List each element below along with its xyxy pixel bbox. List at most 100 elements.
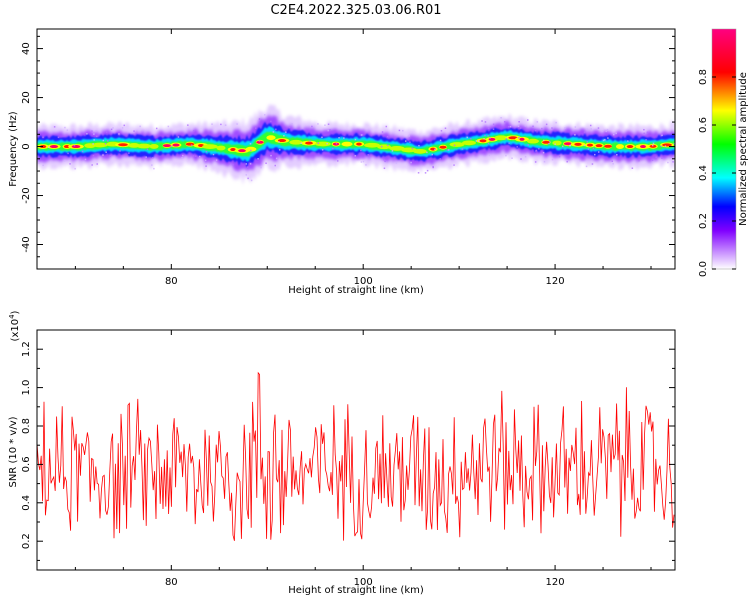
spectrogram-speckle (74, 167, 76, 170)
spectrogram-speckle (594, 153, 596, 156)
spectrogram-speckle (102, 154, 104, 156)
spectrogram-peak-29 (356, 142, 362, 146)
spectrogram-speckle (418, 144, 420, 147)
spectrogram-speckle (66, 129, 69, 131)
spectrogram-speckle (105, 151, 107, 153)
spectrogram-speckle (554, 143, 556, 145)
spectrogram-speckle (118, 133, 120, 135)
spectrogram-peak-21 (256, 140, 264, 144)
spectrogram-x-tick-label: 100 (354, 276, 373, 287)
spectrogram-y-ticks: -40 -20 0 20 40 (21, 35, 675, 270)
spectrogram-speckle (387, 144, 389, 147)
spectrogram-speckle (317, 142, 320, 144)
spectrogram-speckle (254, 127, 257, 129)
spectrogram-speckle (199, 155, 201, 158)
spectrogram-speckle (667, 161, 669, 164)
spectrogram-speckle (285, 131, 287, 133)
spectrogram-speckle (354, 138, 357, 141)
spectrogram-speckle (220, 123, 222, 126)
spectrogram-peak-53 (626, 145, 634, 149)
spectrogram-speckle (167, 125, 170, 128)
colorbar: 0.0 0.2 0.4 0.6 0.8 Normalized spectral ampl… (698, 28, 749, 277)
spectrogram-speckle (664, 145, 667, 147)
snr-y-axis-label: SNR (10 * v/v) (8, 416, 19, 487)
snr-y-tick-label: 0.2 (21, 533, 32, 549)
spectrogram-speckle (604, 139, 606, 141)
spectrogram-x-tick-label: 120 (546, 276, 565, 287)
spectrogram-peak-56 (662, 143, 672, 147)
spectrogram-peak-49 (587, 143, 593, 147)
spectrogram-speckle (402, 129, 404, 132)
spectrogram-panel: 80 100 120 -40 -20 0 20 40 Height of straight … (8, 28, 676, 296)
snr-y-tick-label: 0.4 (21, 495, 32, 511)
snr-line-path (37, 371, 675, 541)
spectrogram-speckle (258, 118, 261, 120)
spectrogram-speckle (151, 164, 153, 166)
spectrogram-speckle (86, 133, 88, 135)
spectrogram-speckle (661, 157, 663, 159)
spectrogram-speckle (384, 160, 386, 163)
spectrogram-speckle (110, 128, 113, 131)
spectrogram-speckle (53, 126, 56, 128)
snr-panel: 80 100 120 0.2 0.4 0.6 0.8 1.0 1.2 Height of st… (8, 310, 676, 596)
spectrogram-speckle (324, 124, 326, 126)
spectrogram-speckle (439, 158, 441, 160)
spectrogram-speckle (549, 140, 551, 143)
spectrogram-speckle (270, 154, 272, 157)
spectrogram-speckle (336, 160, 339, 162)
spectrogram-speckle (67, 152, 69, 155)
spectrogram-speckle (605, 130, 607, 133)
spectrogram-speckle (432, 166, 434, 169)
colorbar-tick-label: 0.6 (698, 117, 709, 133)
spectrogram-peak-23 (277, 139, 287, 143)
spectrogram-speckle (534, 129, 537, 132)
spectrogram-speckle (69, 163, 71, 165)
spectrogram-hotspot-19 (245, 146, 257, 152)
spectrogram-speckle (146, 148, 149, 151)
spectrogram-speckle (247, 166, 249, 168)
spectrogram-speckle (527, 119, 529, 121)
spectrogram-speckle (383, 158, 385, 161)
snr-frame (36, 329, 676, 571)
spectrogram-hotspot-40 (494, 135, 508, 141)
spectrogram-speckle (483, 138, 485, 140)
spectrogram-speckle (564, 127, 566, 129)
spectrogram-speckle (583, 131, 586, 133)
spectrogram-speckle (360, 134, 363, 136)
spectrogram-speckle (181, 156, 183, 159)
spectrogram-speckle (551, 127, 553, 129)
spectrogram-speckle (365, 164, 367, 166)
spectrogram-peak-25 (305, 141, 313, 145)
spectrogram-x-ticks: 80 100 120 (74, 29, 652, 287)
spectrogram-hotspot-9 (136, 143, 152, 149)
spectrogram-speckle (123, 124, 126, 127)
spectrogram-speckle (109, 155, 111, 157)
spectrogram-peak-51 (604, 144, 612, 148)
spectrogram-speckle (417, 172, 420, 174)
spectrogram-speckle (151, 156, 154, 159)
spectrogram-speckle (517, 125, 520, 128)
spectrogram-speckle (574, 134, 576, 136)
spectrogram-speckle (470, 138, 472, 140)
spectrogram-speckle (317, 123, 319, 125)
spectrogram-speckle (327, 123, 330, 126)
spectrogram-speckle (478, 140, 480, 142)
spectrogram-speckle (95, 130, 97, 132)
spectrogram-speckle (338, 137, 340, 139)
colorbar-tick-label: 0.8 (698, 69, 709, 85)
spectrogram-hotspot-10 (149, 144, 159, 149)
spectrogram-speckle (391, 150, 394, 152)
spectrogram-hotspot-33 (413, 148, 427, 154)
spectrogram-x-tick-label: 80 (165, 276, 178, 287)
spectrogram-speckle (275, 128, 277, 131)
spectrogram-speckle (274, 164, 277, 167)
spectrogram-speckle (321, 149, 324, 151)
spectrogram-speckle (354, 155, 357, 157)
spectrogram-speckle (453, 164, 455, 166)
snr-x-ticks: 80 100 120 (74, 330, 652, 588)
spectrogram-hotspot-43 (527, 138, 539, 144)
spectrogram-speckle (155, 127, 158, 130)
spectrogram-speckle (589, 124, 592, 127)
spectrogram-speckle (431, 153, 433, 156)
